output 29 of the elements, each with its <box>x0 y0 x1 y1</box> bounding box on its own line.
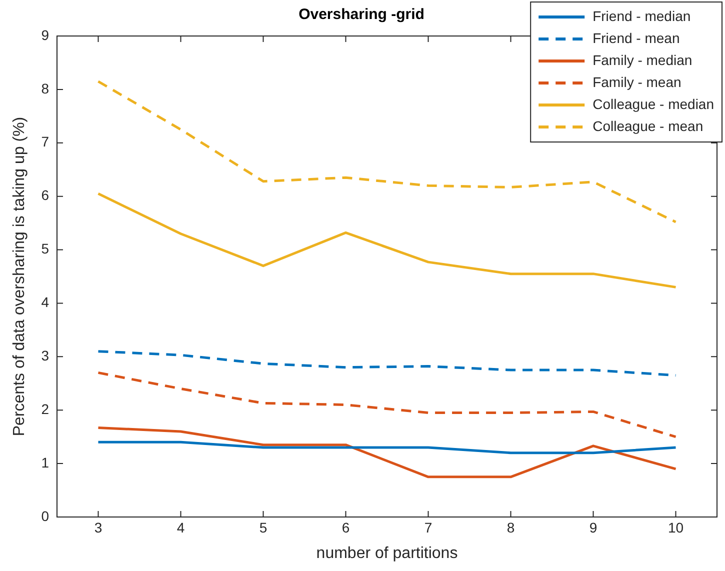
y-tick-label: 7 <box>41 134 50 150</box>
x-tick-label: 8 <box>506 519 515 536</box>
y-tick-label: 5 <box>41 240 50 257</box>
legend-label: Friend - mean <box>592 30 680 46</box>
y-axis-title: Percents of data oversharing is taking up (%) <box>11 116 28 436</box>
x-tick-label: 10 <box>668 519 684 536</box>
y-tick-label: 9 <box>41 26 50 43</box>
y-tick-label: 6 <box>41 187 50 204</box>
legend-label: Colleague - mean <box>592 118 704 134</box>
y-tick-label: 1 <box>41 454 50 470</box>
y-tick-label: 8 <box>41 80 50 96</box>
legend-label: Friend - median <box>592 8 691 24</box>
legend-label: Family - mean <box>592 74 682 90</box>
line-series <box>96 350 677 377</box>
x-tick-label: 9 <box>589 519 598 536</box>
y-tick-label: 2 <box>41 400 50 417</box>
x-tick-label: 6 <box>342 519 350 536</box>
legend-label: Colleague - median <box>592 96 714 112</box>
x-tick-label: 3 <box>94 519 102 536</box>
y-tick-label: 3 <box>41 348 50 364</box>
y-tick-label: 0 <box>41 508 50 524</box>
chart-title: Oversharing -grid <box>298 6 424 24</box>
line-series <box>96 371 677 438</box>
x-tick-label: 5 <box>259 519 268 536</box>
legend-label: Family - median <box>592 52 692 68</box>
x-axis-title: number of partitions <box>316 544 458 562</box>
x-tick-label: 7 <box>424 519 432 536</box>
y-tick-label: 4 <box>41 294 50 310</box>
x-tick-label: 4 <box>176 519 185 536</box>
